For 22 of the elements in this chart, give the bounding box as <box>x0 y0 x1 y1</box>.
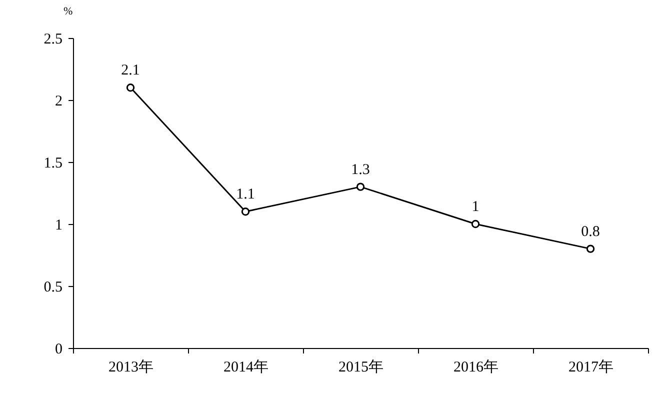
x-tick-label: 2017年 <box>568 358 614 376</box>
point <box>126 84 135 92</box>
data-label: 2.1 <box>121 62 140 79</box>
x-tick-label: 2015年 <box>338 358 384 376</box>
x-tick-label: 2014年 <box>224 358 268 376</box>
y-axis-title: % <box>64 6 73 18</box>
y-tick-label: 2.5 <box>44 32 62 48</box>
y-tick-label: 1.5 <box>44 156 62 172</box>
data-label: 1.1 <box>236 186 255 203</box>
data-label: 1.3 <box>351 162 370 178</box>
point <box>356 182 365 191</box>
y-tick-label: 1 <box>55 218 62 234</box>
data-label: 0.8 <box>581 224 600 240</box>
y-tick-label: 2 <box>55 94 62 110</box>
y-tick-label: 0.5 <box>44 280 62 296</box>
y-tick-label: 0 <box>55 342 62 358</box>
x-tick-label: 2013年 <box>108 358 154 376</box>
point <box>471 220 480 228</box>
point <box>586 244 595 253</box>
point <box>241 208 250 216</box>
data-label: 1 <box>472 199 480 215</box>
x-tick-label: 2016年 <box>454 358 498 376</box>
